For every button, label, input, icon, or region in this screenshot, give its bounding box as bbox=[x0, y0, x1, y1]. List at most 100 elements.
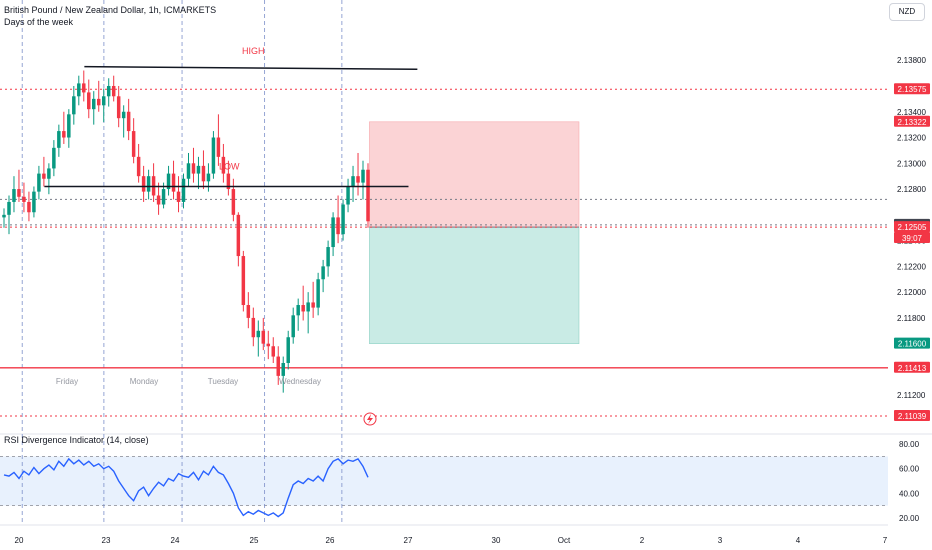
rsi-tick-label: 60.00 bbox=[899, 465, 920, 474]
candle-body bbox=[12, 189, 16, 202]
candle-body bbox=[291, 315, 295, 338]
candle-body bbox=[296, 305, 300, 316]
candle-body bbox=[22, 196, 26, 202]
candle-body bbox=[286, 337, 290, 363]
candle-body bbox=[121, 111, 126, 119]
chart-subtitle: Days of the week bbox=[4, 17, 74, 27]
x-tick-label: 25 bbox=[250, 536, 259, 545]
chart-title: British Pound / New Zealand Dollar, 1h, … bbox=[4, 5, 217, 15]
price-badge bbox=[894, 337, 930, 349]
price-badge-label: 2.13575 bbox=[898, 85, 927, 94]
candle-body bbox=[271, 346, 276, 357]
x-tick-label: 7 bbox=[883, 536, 888, 545]
candle-body bbox=[216, 137, 221, 157]
candle-body bbox=[77, 83, 81, 97]
candle-body bbox=[276, 356, 280, 376]
trendline bbox=[84, 65, 418, 70]
candle-body bbox=[32, 191, 36, 213]
day-label: Monday bbox=[130, 377, 158, 386]
candle-body bbox=[361, 169, 365, 183]
candle-body bbox=[126, 111, 131, 132]
take-profit-zone bbox=[369, 226, 580, 344]
candle-body bbox=[52, 147, 56, 169]
price-badge bbox=[894, 221, 930, 233]
candle-body bbox=[256, 330, 261, 338]
candle-body bbox=[301, 305, 305, 312]
candle-body bbox=[356, 176, 360, 183]
candle-body bbox=[181, 178, 186, 202]
candle-body bbox=[101, 96, 106, 106]
price-tick-label: 2.12200 bbox=[897, 262, 926, 271]
chart-annotation: LOW bbox=[219, 162, 240, 172]
x-tick-label: 3 bbox=[718, 536, 723, 545]
candle-body bbox=[37, 173, 41, 192]
rsi-tick-label: 80.00 bbox=[899, 440, 920, 449]
candle-body bbox=[221, 156, 226, 174]
price-badge-label: 2.11413 bbox=[898, 364, 927, 373]
candle-body bbox=[281, 363, 285, 376]
x-tick-label: 2 bbox=[640, 536, 645, 545]
candle-body bbox=[146, 176, 151, 192]
candle-body bbox=[316, 279, 320, 308]
x-tick-label: 24 bbox=[171, 536, 180, 545]
price-badge bbox=[894, 232, 930, 244]
day-label: Tuesday bbox=[208, 377, 238, 386]
candle-body bbox=[331, 217, 335, 248]
price-tick-label: 2.11200 bbox=[897, 391, 926, 400]
day-label: Wednesday bbox=[279, 377, 321, 386]
candle-body bbox=[42, 173, 46, 179]
candle-body bbox=[366, 169, 370, 222]
rsi-band bbox=[0, 456, 888, 506]
candle-body bbox=[231, 189, 236, 215]
candle-body bbox=[92, 98, 96, 110]
candle-body bbox=[186, 163, 191, 179]
candle-body bbox=[87, 92, 91, 110]
candle-body bbox=[27, 201, 31, 213]
candle-body bbox=[2, 214, 6, 218]
price-tick-label: 2.11800 bbox=[897, 314, 926, 323]
candle-body bbox=[321, 266, 325, 280]
candle-body bbox=[156, 195, 161, 205]
rsi-tick-label: 20.00 bbox=[899, 514, 920, 523]
currency-selector[interactable]: NZD bbox=[889, 3, 925, 21]
x-tick-label: 23 bbox=[102, 536, 111, 545]
candle-body bbox=[246, 305, 251, 318]
candle-body bbox=[341, 204, 345, 235]
candle-body bbox=[211, 137, 216, 174]
candle-body bbox=[196, 165, 201, 174]
price-badge-label: 2.11600 bbox=[898, 340, 927, 349]
x-tick-label: 20 bbox=[15, 536, 24, 545]
x-tick-label: 30 bbox=[492, 536, 501, 545]
price-tick-label: 2.13400 bbox=[897, 108, 926, 117]
price-badge-label: 2.11039 bbox=[898, 412, 927, 421]
price-badge-label: 39:07 bbox=[902, 234, 923, 243]
candle-body bbox=[326, 247, 330, 267]
lightning-icon-glyph bbox=[367, 414, 373, 424]
candle-body bbox=[171, 173, 176, 192]
candle-body bbox=[306, 302, 310, 312]
candle-body bbox=[206, 173, 211, 182]
candle-body bbox=[251, 317, 256, 338]
stop-loss-zone bbox=[369, 121, 580, 228]
candle-body bbox=[141, 176, 146, 192]
rsi-title: RSI Divergence Indicator (14, close) bbox=[4, 435, 149, 445]
candle-body bbox=[161, 189, 166, 205]
price-badge bbox=[894, 361, 930, 373]
candle-body bbox=[261, 330, 266, 344]
price-tick-label: 2.12000 bbox=[897, 288, 926, 297]
price-badge-label: 2.12505 bbox=[898, 223, 927, 232]
candle-body bbox=[17, 189, 21, 197]
candle-body bbox=[191, 163, 196, 174]
price-tick-label: 2.13000 bbox=[897, 159, 926, 168]
candle-body bbox=[131, 131, 136, 157]
candle-body bbox=[96, 98, 101, 106]
candle-body bbox=[336, 217, 340, 235]
chart-annotation: HIGH bbox=[242, 46, 265, 56]
candle-body bbox=[62, 131, 66, 138]
price-tick-label: 2.12800 bbox=[897, 185, 926, 194]
x-tick-label: 27 bbox=[404, 536, 413, 545]
rsi-line bbox=[3, 457, 369, 518]
candle-body bbox=[176, 191, 181, 202]
